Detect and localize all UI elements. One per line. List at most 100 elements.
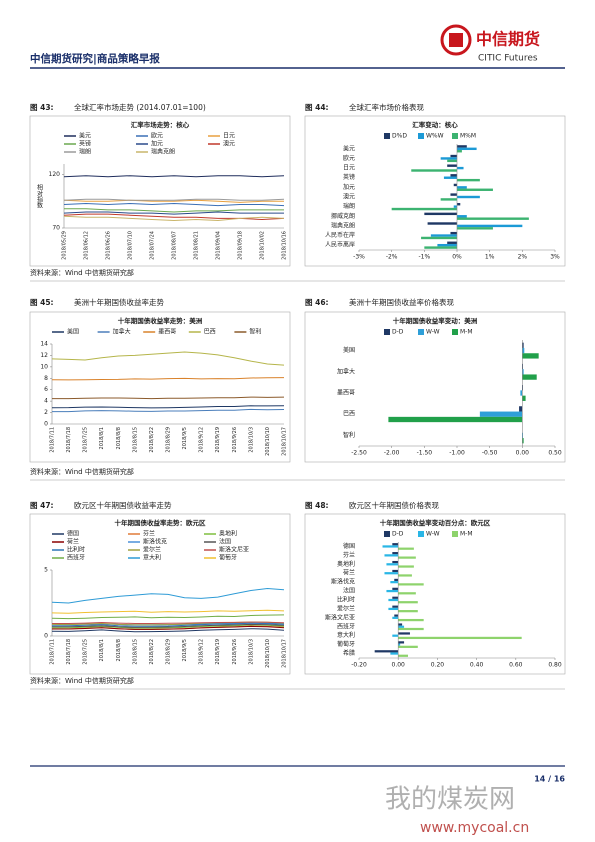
bar bbox=[457, 224, 523, 228]
series-line bbox=[52, 621, 285, 624]
bar bbox=[398, 592, 416, 595]
x-tick-label: 0.20 bbox=[431, 662, 445, 669]
legend-label: 西班牙 bbox=[67, 554, 85, 562]
x-tick-label: 2018/8/8 bbox=[116, 427, 122, 449]
bar bbox=[392, 569, 399, 573]
source-note: 资料来源：Wind 中信期货研究部 bbox=[30, 676, 134, 685]
bar bbox=[457, 203, 461, 206]
x-tick-label: 0.40 bbox=[470, 662, 484, 669]
chart-title: 十年期国债收益率变动百分点：欧元区 bbox=[380, 518, 491, 527]
y-tick-label: 8 bbox=[44, 375, 48, 382]
bar bbox=[443, 176, 457, 179]
category-label: 比利时 bbox=[337, 596, 355, 604]
x-tick-label: 2018/10/16 bbox=[282, 231, 288, 260]
x-tick-label: 0.60 bbox=[509, 662, 523, 669]
legend-swatch bbox=[384, 133, 390, 139]
category-label: 人民币离岸 bbox=[325, 241, 355, 249]
bar bbox=[398, 636, 522, 640]
legend-swatch bbox=[452, 133, 458, 139]
series-line bbox=[63, 211, 284, 215]
series-line bbox=[51, 377, 285, 381]
legend-label: 斯洛伐克 bbox=[143, 538, 167, 546]
bar bbox=[427, 222, 457, 225]
category-label: 加拿大 bbox=[337, 367, 355, 375]
legend-label: D%D bbox=[392, 133, 407, 140]
legend-swatch bbox=[452, 531, 458, 537]
y-tick-label: 14 bbox=[40, 341, 48, 348]
y-tick-label: 12 bbox=[40, 352, 48, 359]
bar bbox=[398, 627, 424, 631]
chart-title: 汇率市场走势：核心 bbox=[131, 120, 190, 129]
x-tick-label: 0% bbox=[452, 254, 462, 261]
x-tick-label: 2018/9/19 bbox=[215, 427, 221, 453]
bar bbox=[392, 552, 399, 555]
legend-label: 斯洛文尼亚 bbox=[219, 546, 249, 554]
legend-swatch bbox=[418, 329, 424, 335]
y-tick-label: 0 bbox=[44, 421, 48, 428]
bar bbox=[390, 581, 399, 584]
bar bbox=[522, 342, 524, 348]
figure-label: 图 46: bbox=[305, 298, 329, 307]
category-label: 欧元 bbox=[343, 154, 355, 162]
figure-label: 图 47: bbox=[30, 501, 54, 510]
series-line bbox=[63, 199, 284, 203]
x-tick-label: 2% bbox=[518, 254, 528, 261]
figure-label: 图 45: bbox=[30, 298, 54, 307]
series-line bbox=[51, 351, 285, 366]
chart-frame bbox=[29, 115, 291, 267]
y-tick-label: 0 bbox=[44, 633, 48, 640]
bar bbox=[398, 645, 418, 648]
y-tick-label: 70 bbox=[52, 225, 60, 232]
x-tick-label: 2018/9/12 bbox=[199, 427, 205, 453]
series-line bbox=[63, 202, 285, 207]
bar bbox=[398, 556, 416, 559]
chart-frame bbox=[29, 311, 291, 463]
legend-label: 德国 bbox=[67, 530, 79, 538]
bar bbox=[398, 610, 418, 613]
figure-title: 欧元区十年期国债收益率走势 bbox=[74, 500, 172, 510]
legend-label: 荷兰 bbox=[67, 538, 79, 546]
bar bbox=[382, 545, 399, 548]
chart: 十年期国债收益率变动：美洲 D-D W-W M-M -2.50 -2.00 -1.50 -1.… bbox=[304, 311, 566, 463]
bar bbox=[453, 205, 457, 208]
bar bbox=[384, 554, 399, 557]
x-tick-label: 2018/8/22 bbox=[149, 639, 155, 665]
bar bbox=[411, 169, 457, 172]
category-label: 奥地利 bbox=[337, 560, 355, 568]
bar bbox=[437, 243, 457, 247]
bar bbox=[450, 193, 457, 196]
chart-frame bbox=[304, 513, 566, 675]
chart-frame bbox=[304, 311, 566, 463]
bar bbox=[457, 147, 477, 151]
x-tick-label: -1.00 bbox=[449, 450, 465, 457]
x-tick-label: 2018/07/24 bbox=[150, 231, 156, 260]
legend-label: 瑞典克朗 bbox=[151, 148, 175, 156]
y-tick-label: 5 bbox=[44, 567, 48, 574]
bar bbox=[479, 411, 523, 417]
series-line bbox=[52, 623, 285, 628]
legend-label: 葡萄牙 bbox=[219, 554, 237, 562]
category-label: 巴西 bbox=[343, 411, 355, 418]
x-tick-label: 2018/10/02 bbox=[260, 231, 266, 260]
logo-cn: 中信期货 bbox=[476, 30, 540, 49]
x-tick-label: 2018/9/19 bbox=[215, 639, 221, 665]
x-tick-label: 2018/8/15 bbox=[132, 639, 138, 665]
chart-title: 十年期国债收益率变动：美洲 bbox=[393, 316, 478, 325]
figure-label: 图 43: bbox=[30, 103, 54, 112]
bar bbox=[522, 432, 523, 439]
x-tick-label: -2.00 bbox=[384, 450, 400, 457]
y-axis-title: 相对指数 bbox=[36, 183, 43, 209]
series-line bbox=[63, 175, 285, 178]
figure-title: 美洲十年期国债收益率走势 bbox=[74, 297, 164, 307]
legend-label: 法国 bbox=[219, 538, 231, 546]
bar bbox=[450, 231, 457, 235]
category-label: 加元 bbox=[343, 183, 355, 191]
category-label: 挪威克朗 bbox=[331, 212, 355, 220]
x-tick-label: 0.00 bbox=[516, 450, 530, 457]
category-label: 瑞典克朗 bbox=[331, 221, 355, 229]
source-note: 资料来源：Wind 中信期货研究部 bbox=[30, 467, 134, 476]
x-tick-label: 2018/05/29 bbox=[62, 231, 68, 260]
category-label: 希腊 bbox=[343, 649, 355, 657]
bar bbox=[457, 178, 480, 182]
